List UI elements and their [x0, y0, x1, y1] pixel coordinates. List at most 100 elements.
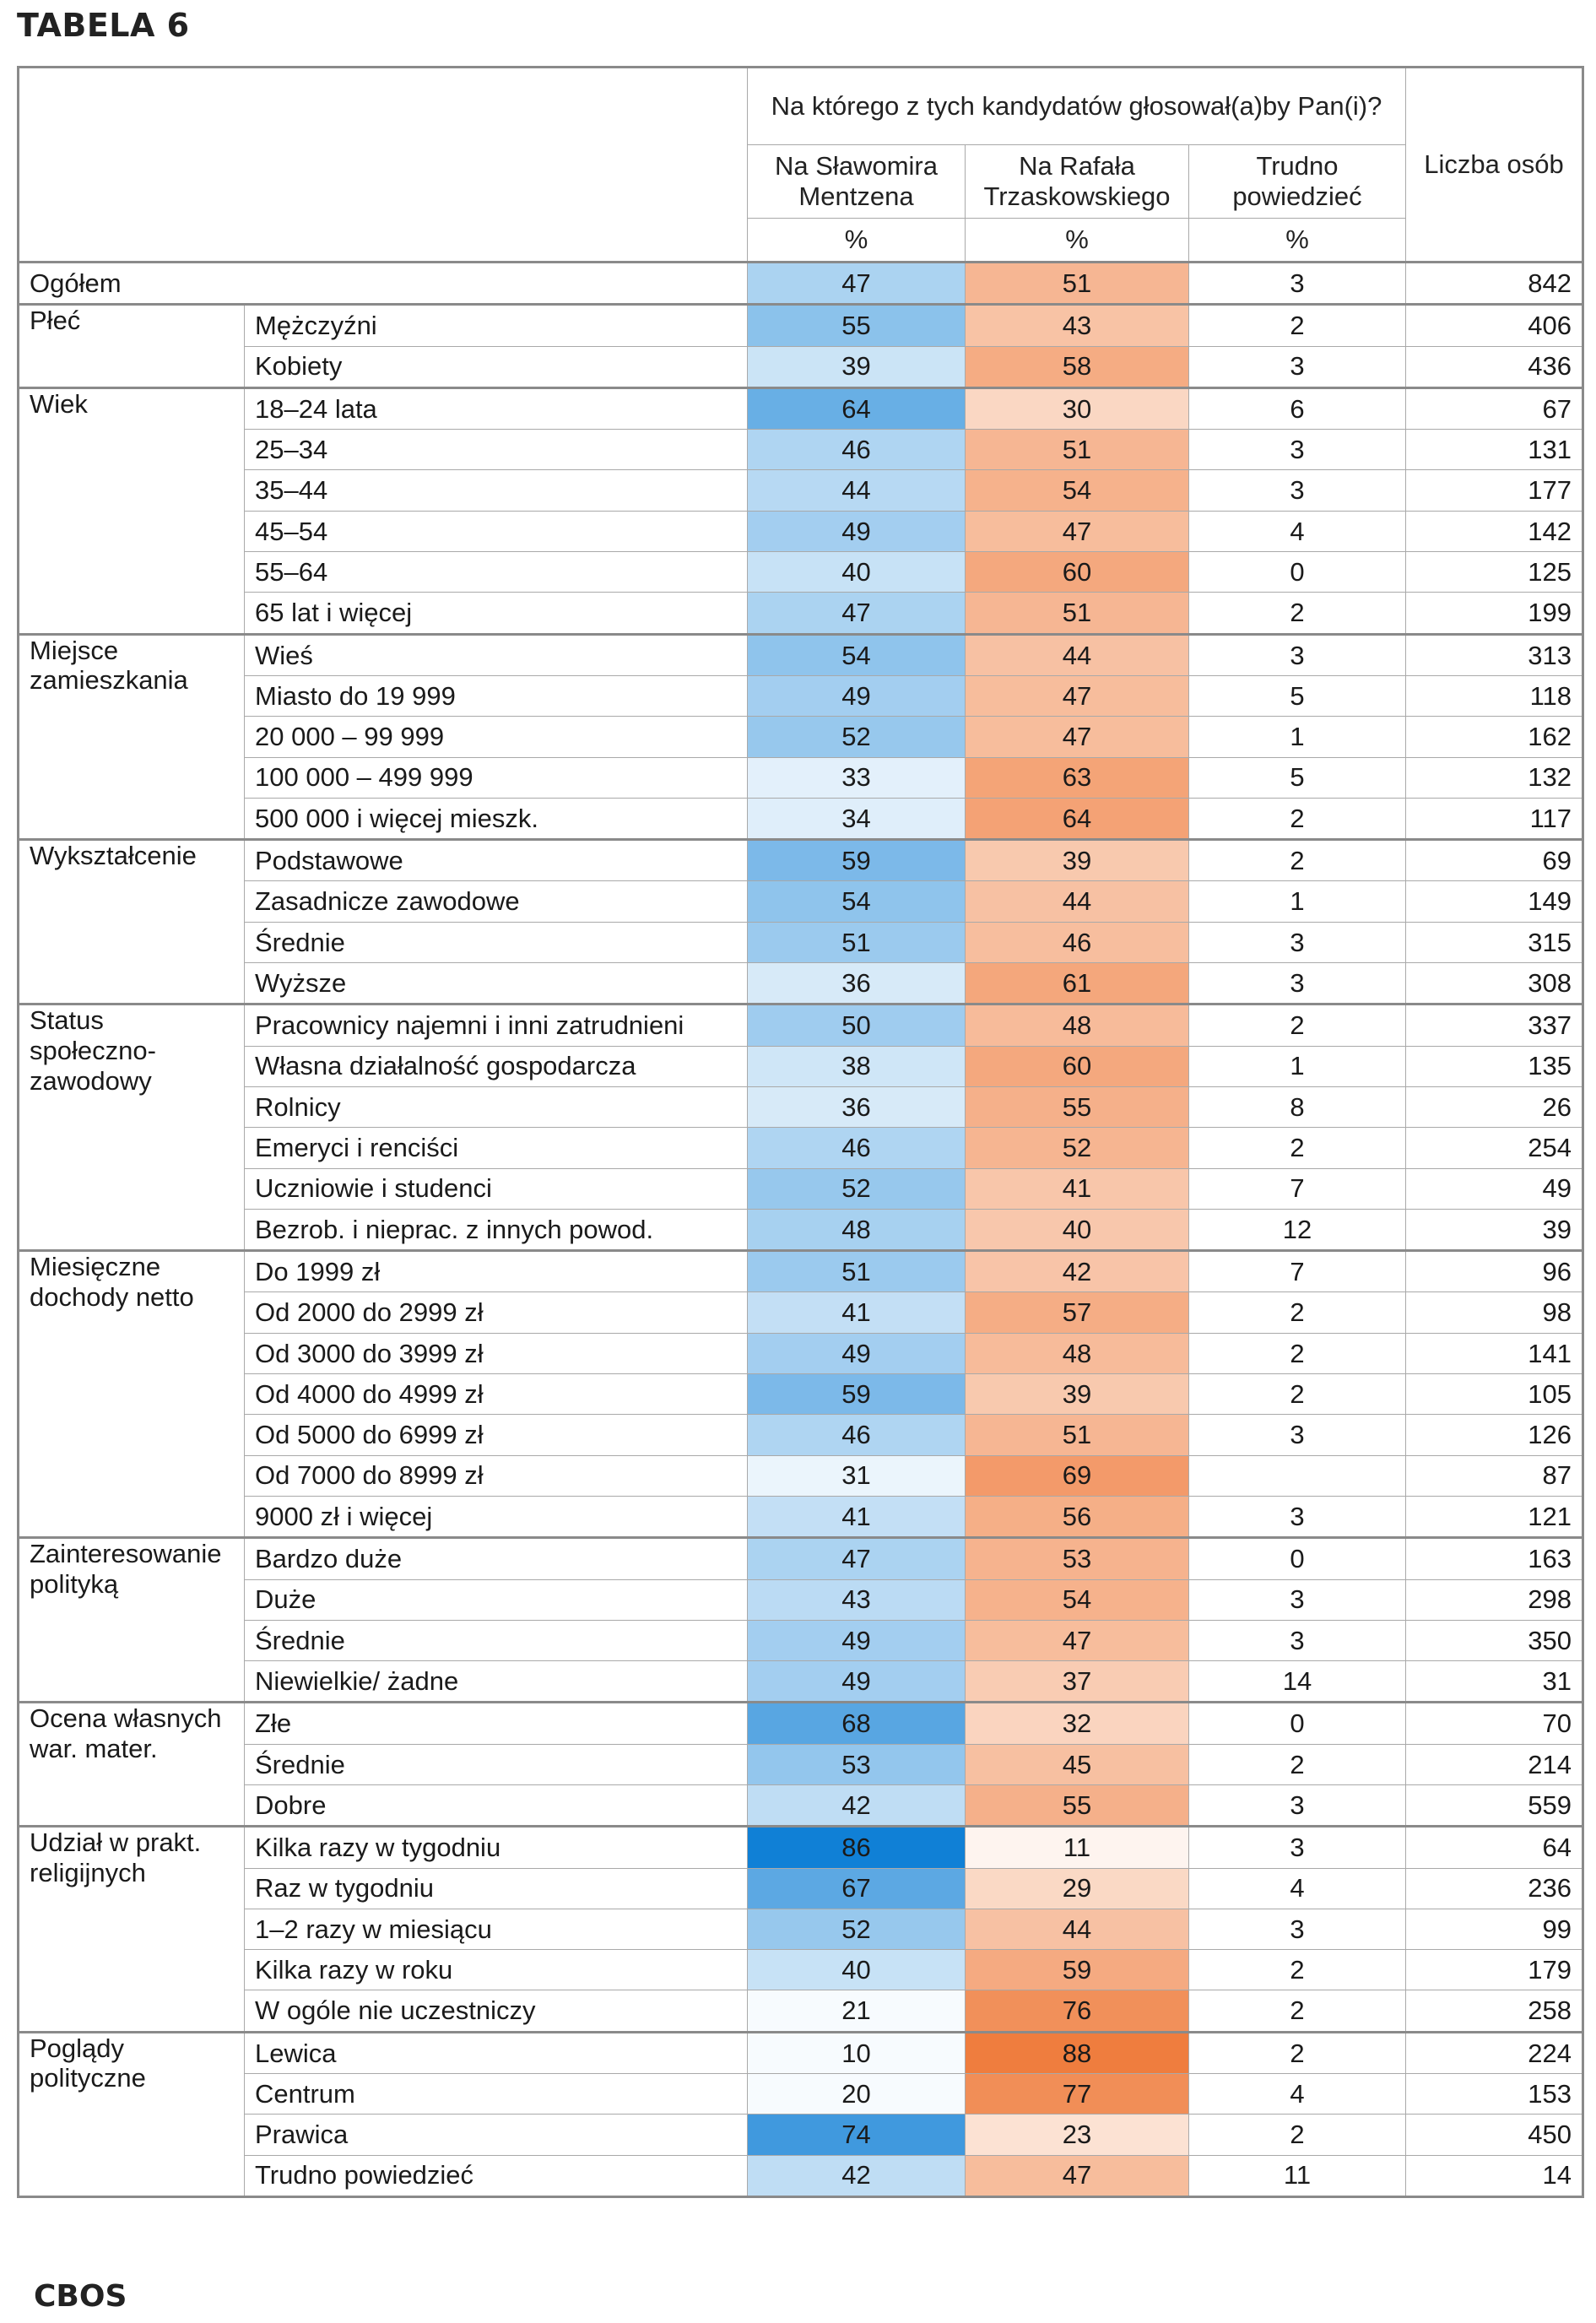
trzaskowski-value: 53 — [965, 1536, 1189, 1580]
count-value: 842 — [1405, 260, 1583, 306]
subgroup-label: Kilka razy w tygodniu — [244, 1825, 748, 1869]
subgroup-label: Pracownicy najemni i inni zatrudnieni — [244, 1003, 748, 1047]
results-table: Na którego z tych kandydatów głosował(a)… — [17, 66, 1584, 2198]
mentzen-value: 74 — [747, 2114, 966, 2156]
trzaskowski-value: 47 — [965, 510, 1189, 553]
subgroup-label: Emeryci i renciści — [244, 1127, 748, 1169]
undecided-value — [1188, 1454, 1406, 1497]
subgroup-label: Średnie — [244, 1619, 748, 1662]
group-section: Miesięczne dochody netto Do 1999 zł 51 42 7 9… — [18, 1249, 1583, 1539]
undecided-value: 3 — [1188, 1619, 1406, 1662]
group-label: Udział w prakt. religijnych — [18, 1825, 245, 2033]
mentzen-value: 53 — [747, 1743, 966, 1785]
subgroup-label: 55–64 — [244, 551, 748, 593]
count-value: 99 — [1405, 1908, 1583, 1951]
table-row: Od 7000 do 8999 zł 31 69 87 — [19, 1454, 1583, 1497]
undecided-value: 2 — [1188, 592, 1406, 635]
count-value: 308 — [1405, 962, 1583, 1005]
group-label: Status społeczno-zawodowy — [18, 1003, 245, 1252]
trzaskowski-value: 55 — [965, 1086, 1189, 1129]
count-value: 163 — [1405, 1536, 1583, 1580]
subgroup-label: 100 000 – 499 999 — [244, 756, 748, 799]
undecided-value: 0 — [1188, 1536, 1406, 1580]
undecided-value: 3 — [1188, 1825, 1406, 1869]
trzaskowski-unit-header: % — [965, 218, 1189, 263]
count-value: 67 — [1405, 386, 1583, 430]
undecided-value: 6 — [1188, 386, 1406, 430]
mentzen-column-header: Na Sławomira Mentzena — [747, 144, 966, 219]
group-label: Poglądy polityczne — [18, 2030, 245, 2197]
table-row: Zainteresowanie polityką Bardzo duże 47 53 0… — [18, 1536, 1583, 1703]
trzaskowski-value: 69 — [965, 1454, 1189, 1497]
trzaskowski-value: 48 — [965, 1332, 1189, 1375]
table-row: Duże 43 54 3 298 — [19, 1578, 1583, 1621]
subgroup-label: 25–34 — [244, 429, 748, 471]
trzaskowski-value: 58 — [965, 345, 1189, 388]
count-value: 298 — [1405, 1578, 1583, 1621]
mentzen-value: 52 — [747, 1908, 966, 1951]
group-label: Płeć — [18, 303, 245, 388]
table-row: Ocena własnych war. mater. Złe 68 32 0 70 — [18, 1701, 1583, 1828]
undecided-value: 7 — [1188, 1167, 1406, 1210]
mentzen-value: 42 — [747, 1784, 966, 1828]
trzaskowski-value: 47 — [965, 716, 1189, 758]
mentzen-value: 54 — [747, 632, 966, 676]
mentzen-value: 50 — [747, 1003, 966, 1047]
undecided-value: 1 — [1188, 716, 1406, 758]
trzaskowski-value: 76 — [965, 1990, 1189, 2033]
subgroup-label: 1–2 razy w miesiącu — [244, 1908, 748, 1951]
trzaskowski-value: 77 — [965, 2073, 1189, 2115]
mentzen-value: 49 — [747, 1332, 966, 1375]
count-value: 450 — [1405, 2114, 1583, 2156]
table-row: Miejsce zamieszkania Wieś 54 44 3 313 — [18, 632, 1583, 841]
undecided-value: 7 — [1188, 1249, 1406, 1293]
subgroup-label: Miasto do 19 999 — [244, 674, 748, 717]
count-value: 436 — [1405, 345, 1583, 388]
subgroup-label: Mężczyźni — [244, 303, 748, 347]
trzaskowski-value: 47 — [965, 674, 1189, 717]
subgroup-label: Raz w tygodniu — [244, 1867, 748, 1909]
subgroup-label: Uczniowie i studenci — [244, 1167, 748, 1210]
undecided-value: 1 — [1188, 880, 1406, 923]
trzaskowski-value: 51 — [965, 429, 1189, 471]
count-value: 132 — [1405, 756, 1583, 799]
subgroup-label: Od 7000 do 8999 zł — [244, 1454, 748, 1497]
mentzen-value: 59 — [747, 1373, 966, 1416]
trzaskowski-value: 48 — [965, 1003, 1189, 1047]
undecided-value: 14 — [1188, 1660, 1406, 1703]
subgroup-label: Duże — [244, 1578, 748, 1621]
undecided-value: 2 — [1188, 797, 1406, 841]
undecided-value: 3 — [1188, 1908, 1406, 1951]
undecided-value: 0 — [1188, 1701, 1406, 1745]
group-section: Wykształcenie Podstawowe 59 39 2 69 Zasadnicze… — [18, 838, 1583, 1005]
subgroup-label: 500 000 i więcej mieszk. — [244, 797, 748, 841]
mentzen-value: 54 — [747, 880, 966, 923]
count-value: 96 — [1405, 1249, 1583, 1293]
table-row: 65 lat i więcej 47 51 2 199 — [19, 592, 1583, 635]
mentzen-value: 21 — [747, 1990, 966, 2033]
table-row: Wiek 18–24 lata 64 30 6 67 — [18, 386, 1583, 635]
trzaskowski-value: 23 — [965, 2114, 1189, 2156]
subgroup-label: Zasadnicze zawodowe — [244, 880, 748, 923]
subgroup-label: Lewica — [244, 2030, 748, 2075]
subgroup-label: W ogóle nie uczestniczy — [244, 1990, 748, 2033]
undecided-value: 3 — [1188, 1414, 1406, 1456]
mentzen-value: 31 — [747, 1454, 966, 1497]
trzaskowski-value: 45 — [965, 1743, 1189, 1785]
group-label: Zainteresowanie polityką — [18, 1536, 245, 1703]
group-section: Wiek 18–24 lata 64 30 6 67 25–34 46 51 3 131 35–44 4… — [18, 386, 1583, 635]
table-row: Dobre 42 55 3 559 — [19, 1784, 1583, 1828]
subgroup-label: Własna działalność gospodarcza — [244, 1045, 748, 1087]
mentzen-value: 46 — [747, 1127, 966, 1169]
subgroup-label: Złe — [244, 1701, 748, 1745]
count-value: 236 — [1405, 1867, 1583, 1909]
count-value: 177 — [1405, 469, 1583, 512]
trzaskowski-value: 51 — [965, 592, 1189, 635]
mentzen-value: 46 — [747, 429, 966, 471]
count-value: 14 — [1405, 2154, 1583, 2197]
group-label: Ogółem — [18, 260, 748, 306]
undecided-value: 11 — [1188, 2154, 1406, 2197]
count-value: 141 — [1405, 1332, 1583, 1375]
mentzen-value: 49 — [747, 674, 966, 717]
subgroup-label: Wyższe — [244, 962, 748, 1005]
